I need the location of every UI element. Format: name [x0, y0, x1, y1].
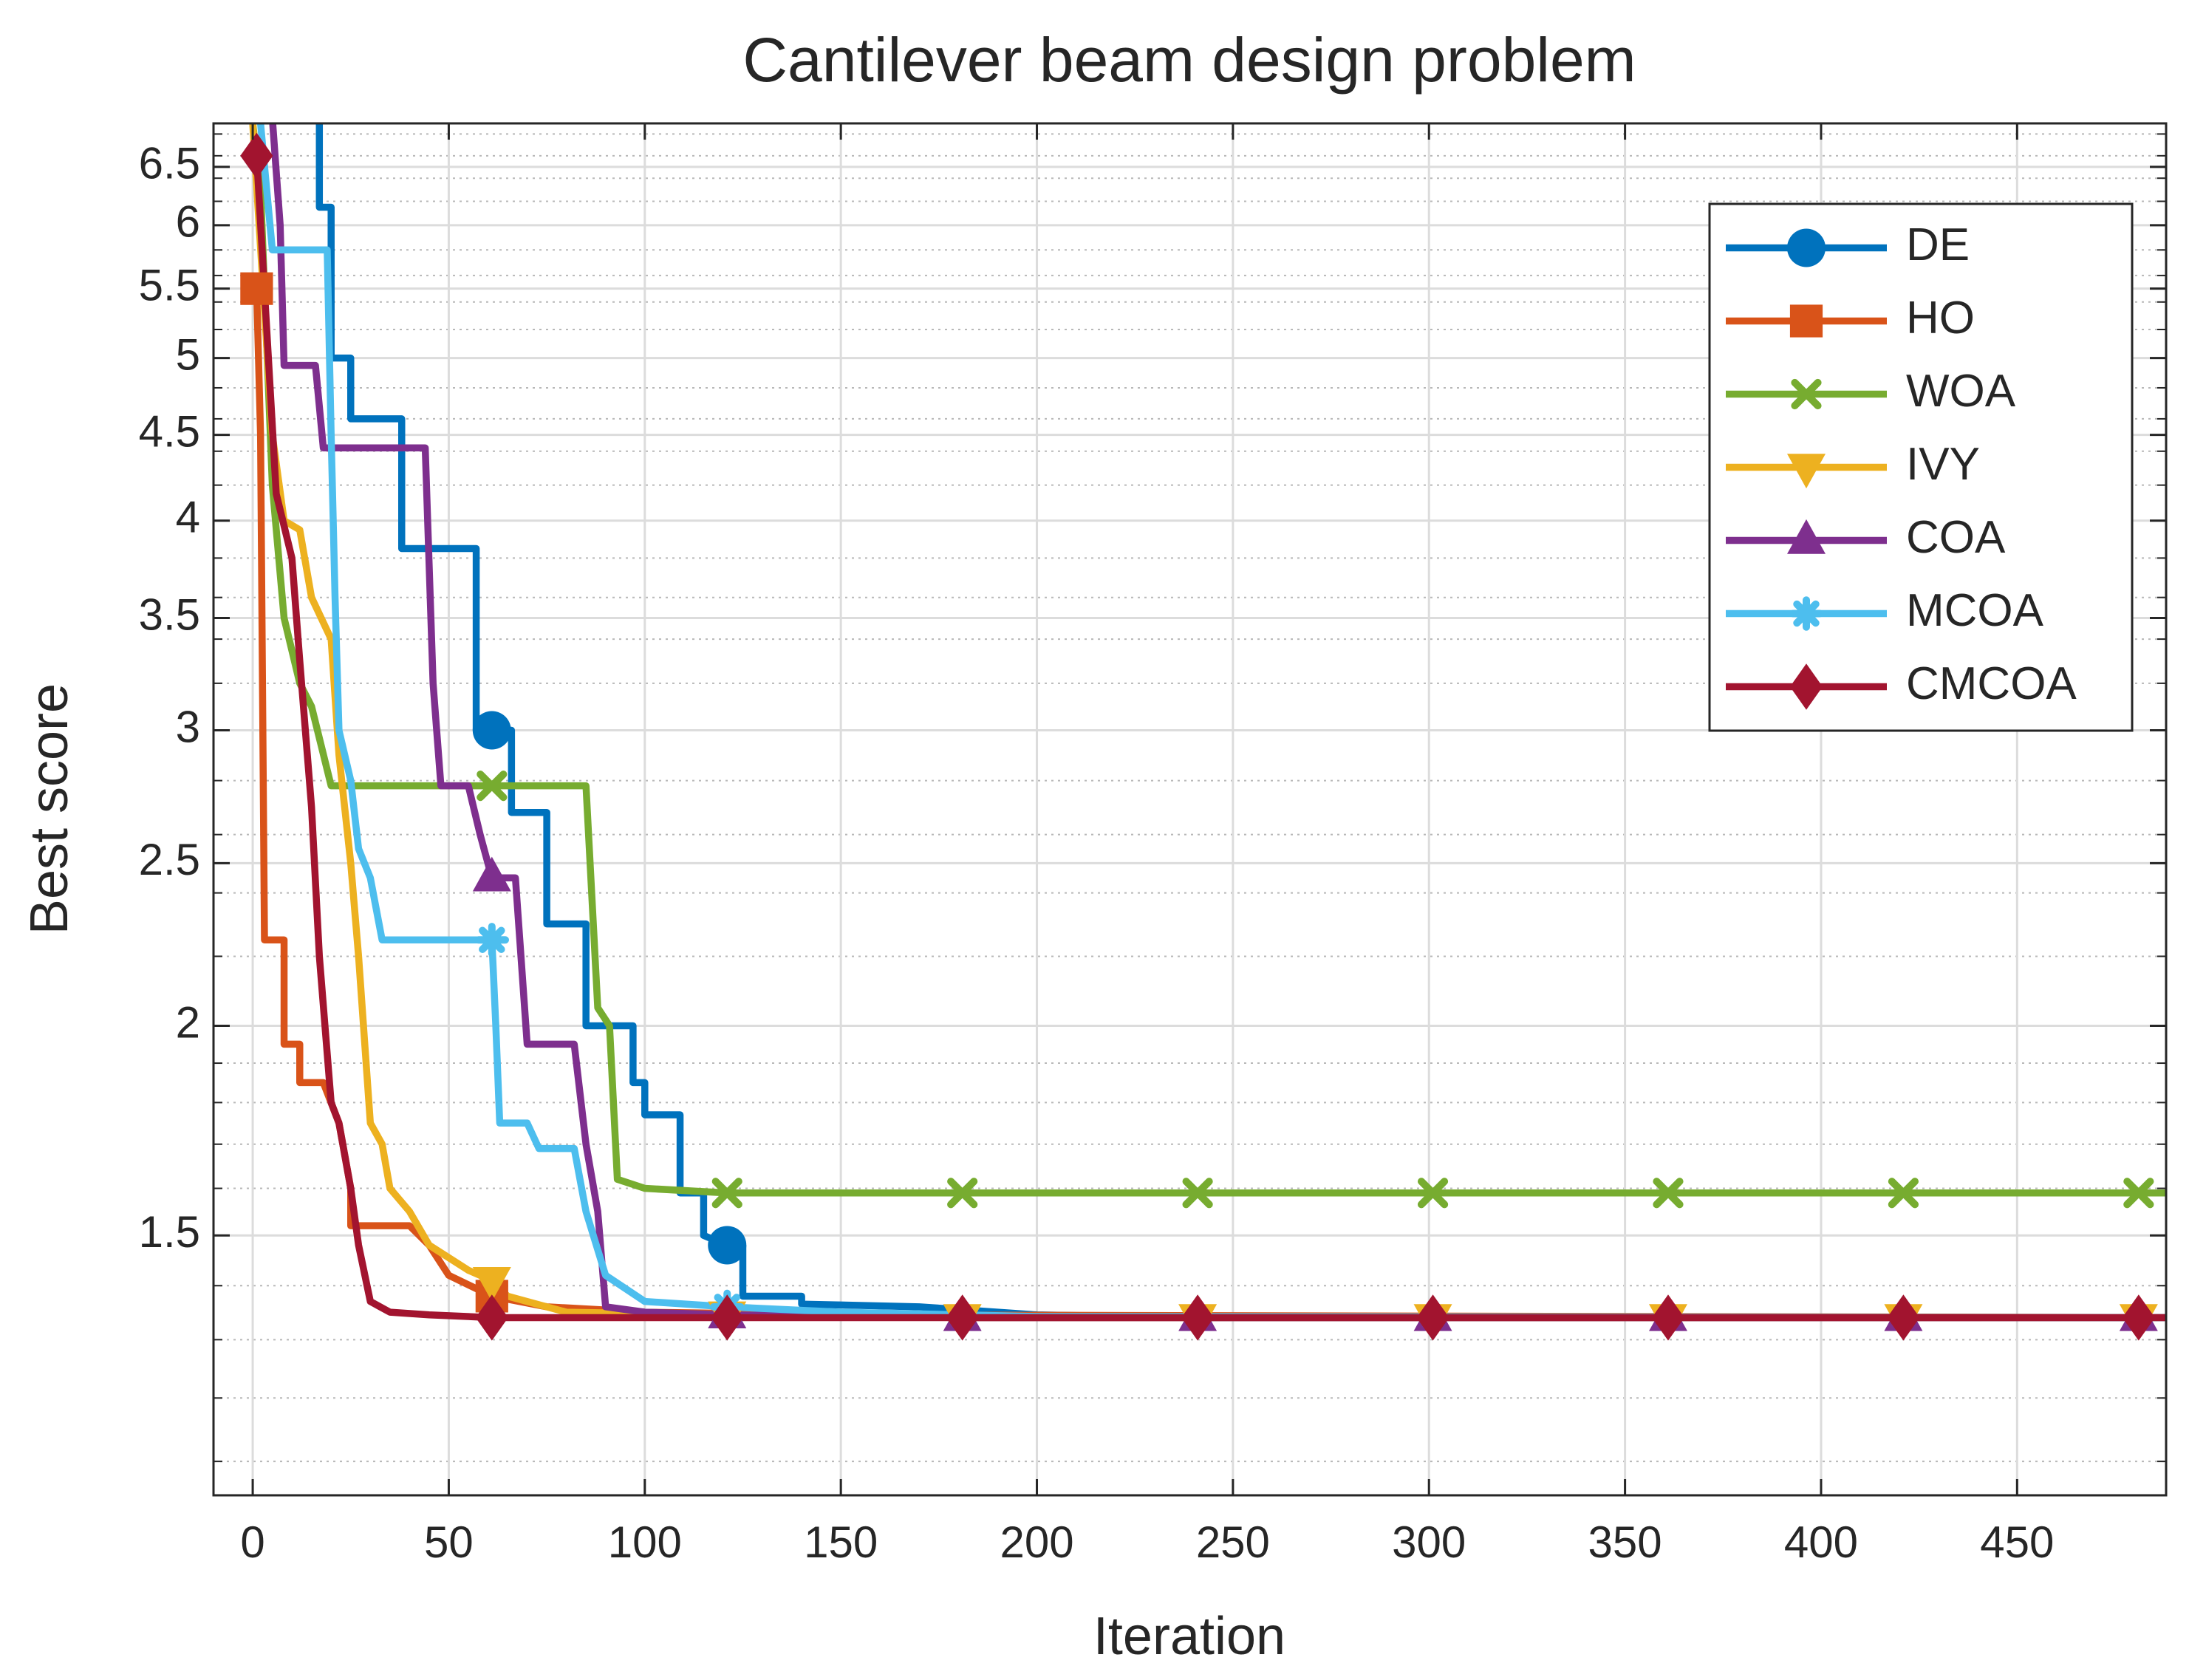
series-line	[256, 123, 2166, 1322]
legend-label: COA	[1906, 512, 2006, 563]
marker	[472, 711, 511, 750]
series-line	[253, 155, 2166, 1322]
x-tick-label: 450	[1980, 1517, 2054, 1567]
marker	[472, 1267, 511, 1302]
legend-marker	[1789, 304, 1823, 338]
legend-marker	[1789, 663, 1823, 710]
marker	[1651, 1294, 1685, 1341]
x-tick-label: 400	[1784, 1517, 1858, 1567]
legend-marker	[1787, 228, 1826, 267]
marker	[708, 1226, 747, 1265]
y-tick-label: 2.5	[139, 835, 200, 884]
marker	[1653, 1178, 1684, 1209]
legend-label: WOA	[1906, 366, 2016, 417]
x-axis-label: Iteration	[1093, 1607, 1285, 1666]
marker	[472, 856, 511, 892]
y-tick-label: 3	[176, 702, 200, 751]
y-tick-label: 4	[176, 493, 200, 542]
marker	[1887, 1294, 1920, 1341]
series-line	[315, 123, 2166, 1322]
legend: DE HO WOA IVY COA MCOA CMCOA	[1708, 202, 2134, 732]
x-tick-label: 250	[1196, 1517, 1270, 1567]
marker	[1181, 1294, 1215, 1341]
legend-marker	[1787, 454, 1826, 489]
ticks: 1.5 2 2.5 3 3.5 4 4.5 5 5.5 6 6.5 0 50 100 150 200 250 30…	[139, 123, 2166, 1567]
marker	[2123, 1178, 2154, 1209]
x-tick-label: 200	[1000, 1517, 1073, 1567]
marker	[1182, 1178, 1213, 1209]
x-tick-label: 350	[1588, 1517, 1662, 1567]
marker	[711, 1178, 742, 1209]
legend-label: CMCOA	[1906, 658, 2077, 709]
legend-label: HO	[1906, 293, 1975, 344]
legend-label: IVY	[1906, 439, 1980, 490]
series-markers	[240, 132, 2158, 1341]
y-tick-label: 5	[176, 330, 200, 380]
y-tick-label: 6	[176, 197, 200, 247]
x-tick-label: 0	[240, 1517, 264, 1567]
series-line	[249, 123, 2166, 1197]
grid	[214, 123, 2166, 1495]
x-tick-label: 50	[424, 1517, 474, 1567]
x-tick-label: 300	[1392, 1517, 1466, 1567]
chart-title: Cantilever beam design problem	[742, 25, 1636, 95]
legend-marker	[1791, 378, 1822, 410]
axes-frame	[212, 122, 2168, 1497]
legend-marker	[1789, 596, 1824, 631]
marker	[475, 1294, 508, 1341]
marker	[240, 272, 273, 305]
marker	[1416, 1294, 1449, 1341]
marker	[2122, 1294, 2155, 1341]
legend-label: MCOA	[1906, 585, 2044, 636]
marker	[946, 1294, 979, 1341]
marker	[947, 1178, 978, 1209]
y-tick-label: 2	[176, 997, 200, 1047]
series-lines	[249, 123, 2166, 1322]
y-tick-label: 1.5	[139, 1207, 200, 1257]
y-tick-label: 5.5	[139, 261, 200, 310]
legend-label: DE	[1906, 219, 1970, 270]
marker	[474, 923, 510, 957]
y-tick-label: 6.5	[139, 139, 200, 188]
marker	[711, 1294, 744, 1341]
marker	[240, 132, 273, 180]
x-tick-label: 150	[804, 1517, 878, 1567]
marker	[1417, 1178, 1449, 1209]
y-tick-label: 4.5	[139, 406, 200, 456]
legend-marker	[1787, 519, 1826, 554]
marker	[477, 771, 508, 802]
y-tick-label: 3.5	[139, 590, 200, 639]
x-tick-label: 100	[608, 1517, 682, 1567]
y-axis-label: Best score	[20, 683, 79, 935]
marker	[1888, 1178, 1919, 1209]
